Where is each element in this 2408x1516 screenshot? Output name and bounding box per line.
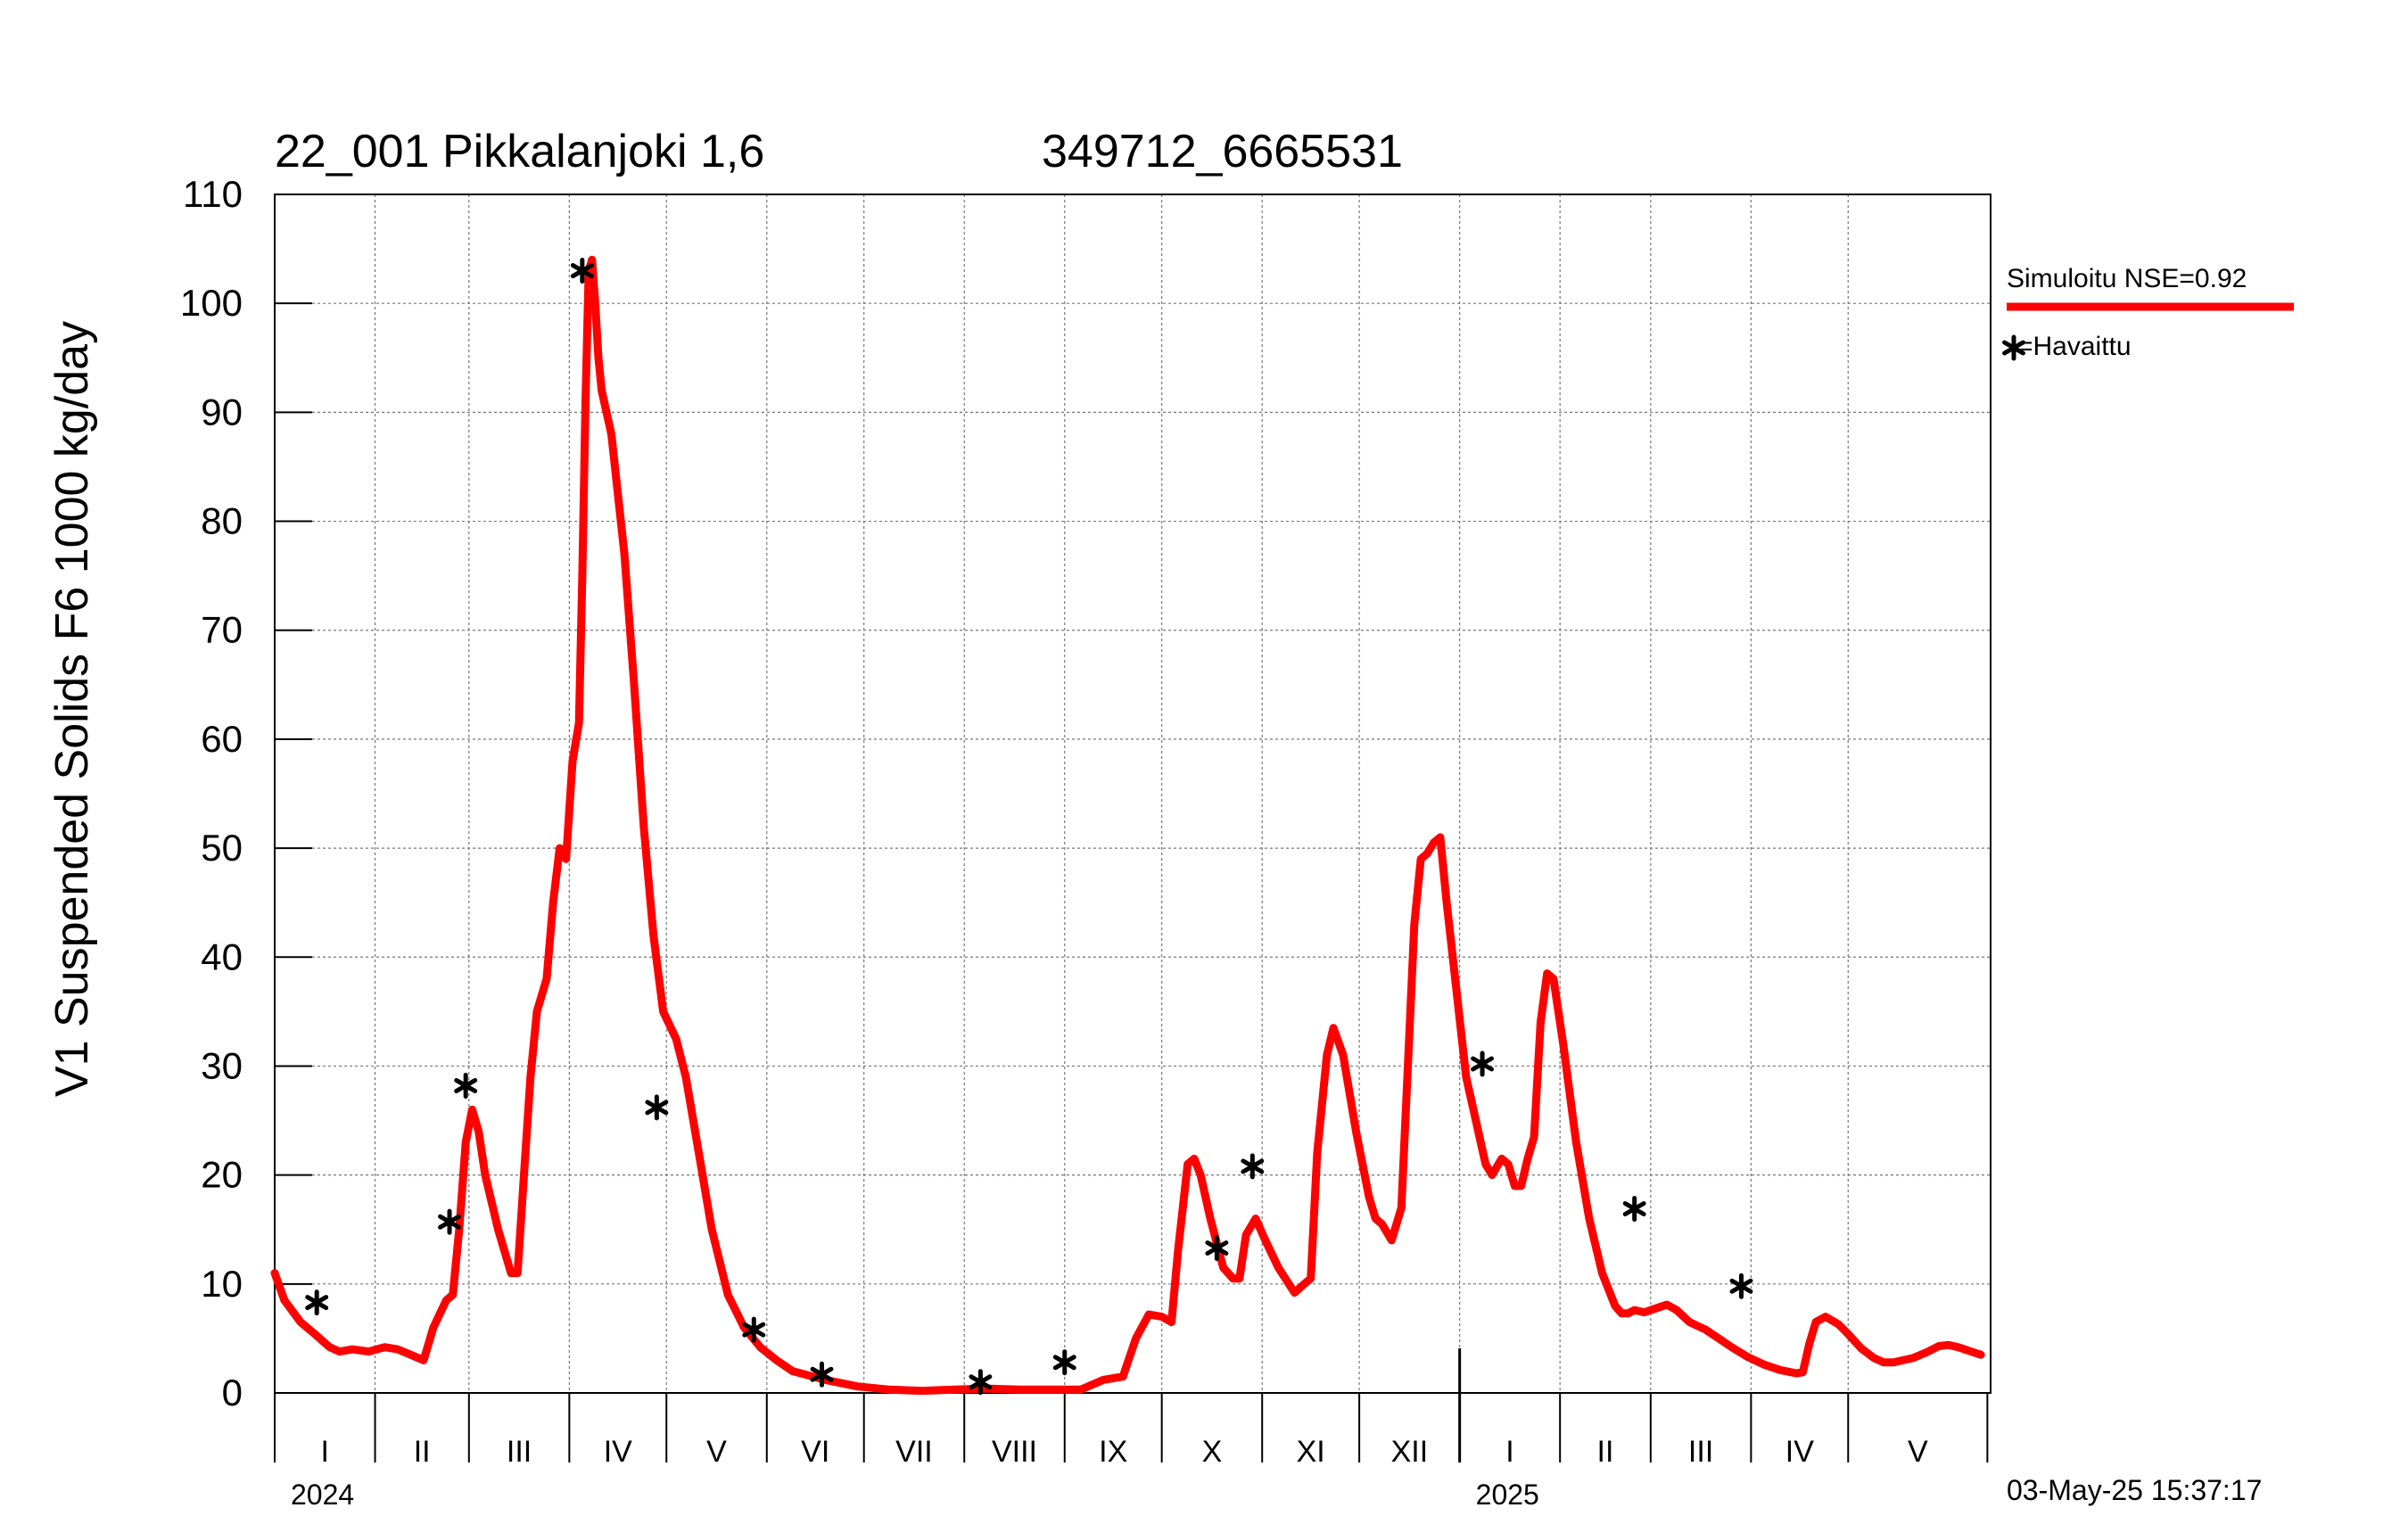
observed-point	[454, 1072, 478, 1099]
y-tick-label: 90	[201, 391, 243, 433]
month-label: VII	[895, 1435, 933, 1469]
marker-core	[1478, 1059, 1488, 1069]
month-label: I	[1505, 1435, 1513, 1469]
month-label: XI	[1297, 1435, 1325, 1469]
y-tick-label: 50	[201, 827, 243, 869]
y-tick-label: 60	[201, 718, 243, 760]
y-tick-label: 100	[180, 282, 243, 324]
marker-core	[817, 1370, 827, 1380]
marker-core	[1212, 1243, 1222, 1253]
y-ticks: 0 10 20 30 40 50 60 70 80 90 100 110	[180, 173, 312, 1413]
marker-core	[1060, 1357, 1069, 1367]
legend-observed-star	[2002, 334, 2025, 361]
month-label: X	[1202, 1435, 1223, 1469]
legend: Simuloitu NSE=0.92 =Havaittu	[2002, 264, 2294, 361]
month-label: IV	[604, 1435, 632, 1469]
month-label: I	[321, 1435, 329, 1469]
marker-core	[312, 1298, 322, 1307]
marker-core	[749, 1325, 759, 1335]
y-tick-label: 70	[201, 609, 243, 651]
marker-core	[461, 1081, 471, 1091]
observed-point	[570, 258, 594, 284]
chart-title-right: 349712_6665531	[1042, 126, 1403, 177]
timestamp: 03-May-25 15:37:17	[2007, 1474, 2262, 1506]
marker-core	[652, 1102, 662, 1112]
month-label: IV	[1785, 1435, 1814, 1469]
observed-point	[1622, 1196, 1646, 1223]
month-label: III	[1688, 1435, 1713, 1469]
y-tick-label: 0	[222, 1372, 243, 1413]
observed-point	[438, 1208, 461, 1235]
y-axis-label: V1 Suspended Solids F6 1000 kg/day	[46, 321, 98, 1097]
observed-point	[969, 1369, 993, 1396]
month-label: VI	[801, 1435, 829, 1469]
y-tick-label: 40	[201, 935, 243, 977]
y-tick-label: 20	[201, 1154, 243, 1196]
grid	[275, 194, 1991, 1394]
legend-observed-label: =Havaittu	[2017, 332, 2132, 361]
observed-point	[1729, 1273, 1753, 1299]
month-label: II	[414, 1435, 431, 1469]
chart-title-left: 22_001 Pikkalanjoki 1,6	[275, 126, 764, 177]
legend-observed-marker	[2002, 334, 2025, 361]
marker-core	[1248, 1161, 1258, 1171]
marker-core	[1736, 1281, 1746, 1291]
month-label: V	[1908, 1435, 1928, 1469]
y-tick-label: 80	[201, 500, 243, 542]
observed-point	[1471, 1050, 1495, 1077]
plot-frame	[274, 194, 1992, 1394]
legend-simulated-label: Simuloitu NSE=0.92	[2007, 264, 2247, 293]
month-label: XII	[1391, 1435, 1429, 1469]
observed-point	[1205, 1234, 1229, 1261]
month-label: II	[1597, 1435, 1614, 1469]
observed-point	[645, 1094, 669, 1121]
month-label: VIII	[992, 1435, 1037, 1469]
year-label: 2025	[1476, 1479, 1539, 1511]
marker-core	[976, 1377, 985, 1387]
marker-core	[1629, 1204, 1639, 1214]
observed-point	[1241, 1153, 1265, 1180]
observed-point	[810, 1361, 834, 1388]
observed-point	[742, 1316, 766, 1343]
marker-core	[445, 1217, 455, 1227]
y-tick-label: 30	[201, 1044, 243, 1086]
observed-point	[305, 1289, 329, 1316]
month-label: III	[507, 1435, 532, 1469]
y-tick-label: 10	[201, 1263, 243, 1305]
simulated-series-line	[270, 255, 1985, 1396]
observed-markers	[305, 258, 1753, 1396]
observed-point	[1052, 1349, 1076, 1376]
series-layer	[270, 255, 1985, 1396]
month-label: V	[706, 1435, 727, 1469]
year-label: 2024	[291, 1479, 354, 1511]
marker-core	[2009, 343, 2018, 352]
y-tick-label: 110	[183, 173, 243, 215]
month-label: IX	[1099, 1435, 1127, 1469]
marker-core	[577, 266, 587, 276]
